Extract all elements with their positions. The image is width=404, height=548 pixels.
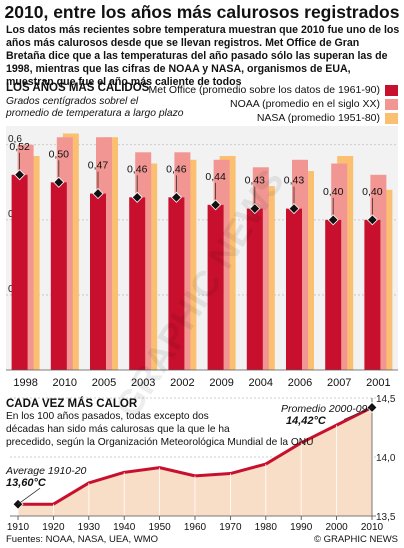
bar-value-label: 0,47 — [88, 160, 109, 172]
bar-category-label: 2002 — [170, 377, 194, 389]
bottom-text-line1: En los 100 años pasados, todas excepto d… — [6, 411, 209, 422]
area-xtick-label: 2010 — [361, 522, 384, 533]
area-start-leader — [17, 487, 41, 505]
bar-met — [246, 208, 263, 370]
bar-met — [129, 197, 146, 370]
bar-value-label: 0,46 — [166, 163, 187, 175]
bar-value-marker — [327, 214, 339, 226]
bar-value-marker — [170, 191, 182, 203]
area-xtick-label: 1910 — [7, 522, 30, 533]
area-xtick-label: 1970 — [219, 522, 242, 533]
top-section-title: LOS AÑOS MÁS CÁLIDOS — [6, 82, 150, 94]
area-xtick-label: 1920 — [42, 522, 65, 533]
bar-value-marker — [92, 188, 104, 200]
annotation-end-value: 14,42°C — [286, 415, 326, 427]
bar-value-marker — [288, 203, 300, 215]
bar-value-marker — [249, 203, 261, 215]
area-fill — [18, 407, 372, 516]
bar-ytick-label: 0,6 — [8, 134, 22, 145]
area-xtick-label: 1990 — [290, 522, 313, 533]
area-ytick-label: 13,5 — [376, 512, 396, 523]
bar-met — [90, 193, 106, 370]
bar-value-label: 0,40 — [323, 186, 344, 198]
annotation-start-value: 13,60°C — [6, 477, 46, 489]
bar-category-label: 2005 — [92, 377, 116, 389]
legend-label-met: Met Office (promedio sobre los datos de … — [148, 84, 380, 96]
bar-met — [168, 197, 185, 370]
bar-value-label: 0,50 — [49, 148, 70, 160]
bar-category-label: 2004 — [249, 377, 273, 389]
area-xtick-label: 1980 — [255, 522, 278, 533]
bottom-text-line2: décadas han sido más calurosas que la qu… — [6, 424, 230, 435]
bar-value-marker — [131, 191, 143, 203]
area-xtick-label: 2000 — [325, 522, 348, 533]
bar-met — [50, 182, 67, 370]
legend-swatch-nasa — [385, 112, 398, 124]
intro-text: Los datos más recientes sobre temperatur… — [6, 24, 400, 88]
footer-sources: Fuentes: NOAA, NASA, UEA, WMO — [6, 534, 159, 545]
bar-value-label: 0,46 — [127, 163, 148, 175]
bar-met — [11, 174, 28, 370]
top-subtitle-line1: Grados centígrados sobrel el — [6, 96, 139, 107]
bar-met — [364, 219, 381, 370]
legend-item-noaa: NOAA (promedio en el siglo XX) — [230, 98, 398, 110]
top-subtitle-line2: promedio de temperatura a largo plazo — [6, 108, 184, 119]
bar-value-marker — [53, 176, 65, 188]
area-end-leader — [343, 407, 373, 420]
area-xtick-label: 1950 — [148, 522, 171, 533]
bar-category-label: 2001 — [366, 377, 390, 389]
bar-category-label: 2007 — [327, 377, 351, 389]
bar-value-label: 0,43 — [284, 175, 305, 187]
bottom-section-title: CADA VEZ MÁS CALOR — [6, 398, 138, 410]
legend-item-met: Met Office (promedio sobre los datos de … — [148, 84, 398, 96]
legend-item-nasa: NASA (promedio 1951-80) — [257, 112, 398, 124]
bar-value-label: 0,43 — [245, 175, 266, 187]
bar-category-label: 2009 — [209, 377, 233, 389]
bar-value-marker — [210, 199, 222, 211]
bar-category-label: 2010 — [53, 377, 77, 389]
area-xtick-label: 1960 — [184, 522, 207, 533]
bottom-text-line3: precedido, según la Organización Meteoro… — [6, 437, 314, 448]
annotation-start-label: Average 1910-20 — [6, 465, 87, 477]
bar-value-label: 0,44 — [205, 171, 226, 183]
legend-label-noaa: NOAA (promedio en el siglo XX) — [230, 98, 380, 110]
bar-category-label: 2006 — [288, 377, 312, 389]
bar-value-marker — [366, 214, 378, 226]
bar-category-label: 1998 — [13, 377, 37, 389]
area-xtick-label: 1940 — [113, 522, 136, 533]
bar-category-label: 2003 — [131, 377, 155, 389]
bar-value-marker — [14, 169, 26, 181]
annotation-end-label: Promedio 2000-09 — [281, 403, 368, 415]
area-ytick-label: 14,0 — [376, 453, 396, 464]
area-ytick-label: 14,5 — [376, 394, 396, 405]
bar-met — [207, 204, 224, 370]
page-title: 2010, entre los años más calurosos regis… — [4, 2, 400, 22]
legend-swatch-noaa — [385, 98, 398, 110]
area-xtick-label: 1930 — [78, 522, 101, 533]
bar-met — [325, 219, 342, 370]
legend-label-nasa: NASA (promedio 1951-80) — [256, 112, 380, 124]
footer-credit: © GRAPHIC NEWS — [313, 534, 398, 545]
bar-met — [286, 208, 302, 370]
bar-value-label: 0,52 — [9, 141, 30, 153]
bar-value-label: 0,40 — [362, 186, 383, 198]
legend-swatch-met — [385, 84, 398, 96]
